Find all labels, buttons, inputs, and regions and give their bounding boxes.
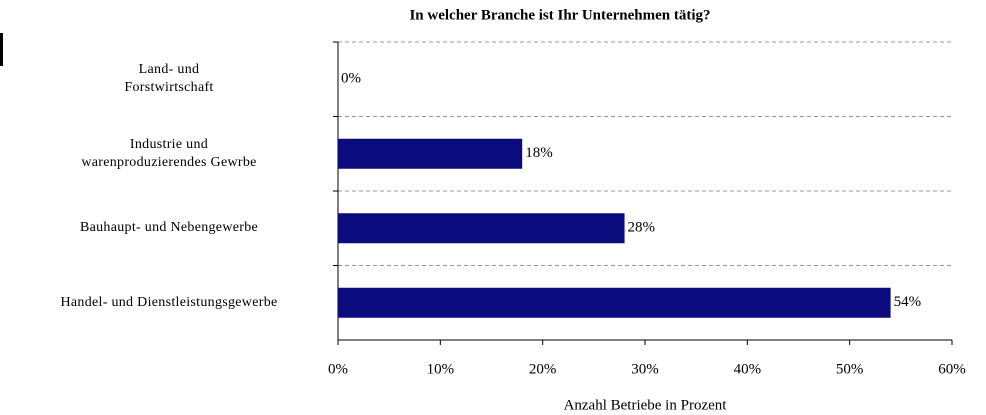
x-tick-label: 10%	[427, 361, 455, 377]
edge-decoration	[0, 33, 3, 66]
x-tick-label: 30%	[631, 361, 659, 377]
x-tick-label: 0%	[328, 361, 348, 377]
x-tick-label: 60%	[938, 361, 966, 377]
y-tick-label: Industrie und warenproduzierendes Gewrbe	[81, 136, 257, 170]
chart-title: In welcher Branche ist Ihr Unternehmen t…	[409, 7, 710, 23]
y-tick-label: Land- und Forstwirtschaft	[124, 62, 214, 96]
y-tick-label: Handel- und Dienstleistungsgewerbe	[60, 294, 278, 310]
bar	[338, 287, 891, 318]
x-axis-label: Anzahl Betriebe in Prozent	[564, 397, 728, 413]
bar	[338, 213, 625, 244]
bar	[338, 138, 523, 169]
value-label: 28%	[628, 220, 656, 236]
x-tick-label: 50%	[836, 361, 864, 377]
value-label: 18%	[525, 145, 553, 161]
value-label: 54%	[894, 294, 922, 310]
value-label: 0%	[341, 71, 361, 87]
x-tick-label: 40%	[734, 361, 762, 377]
x-tick-label: 20%	[529, 361, 557, 377]
y-tick-label: Bauhaupt- und Nebengewerbe	[79, 220, 259, 236]
